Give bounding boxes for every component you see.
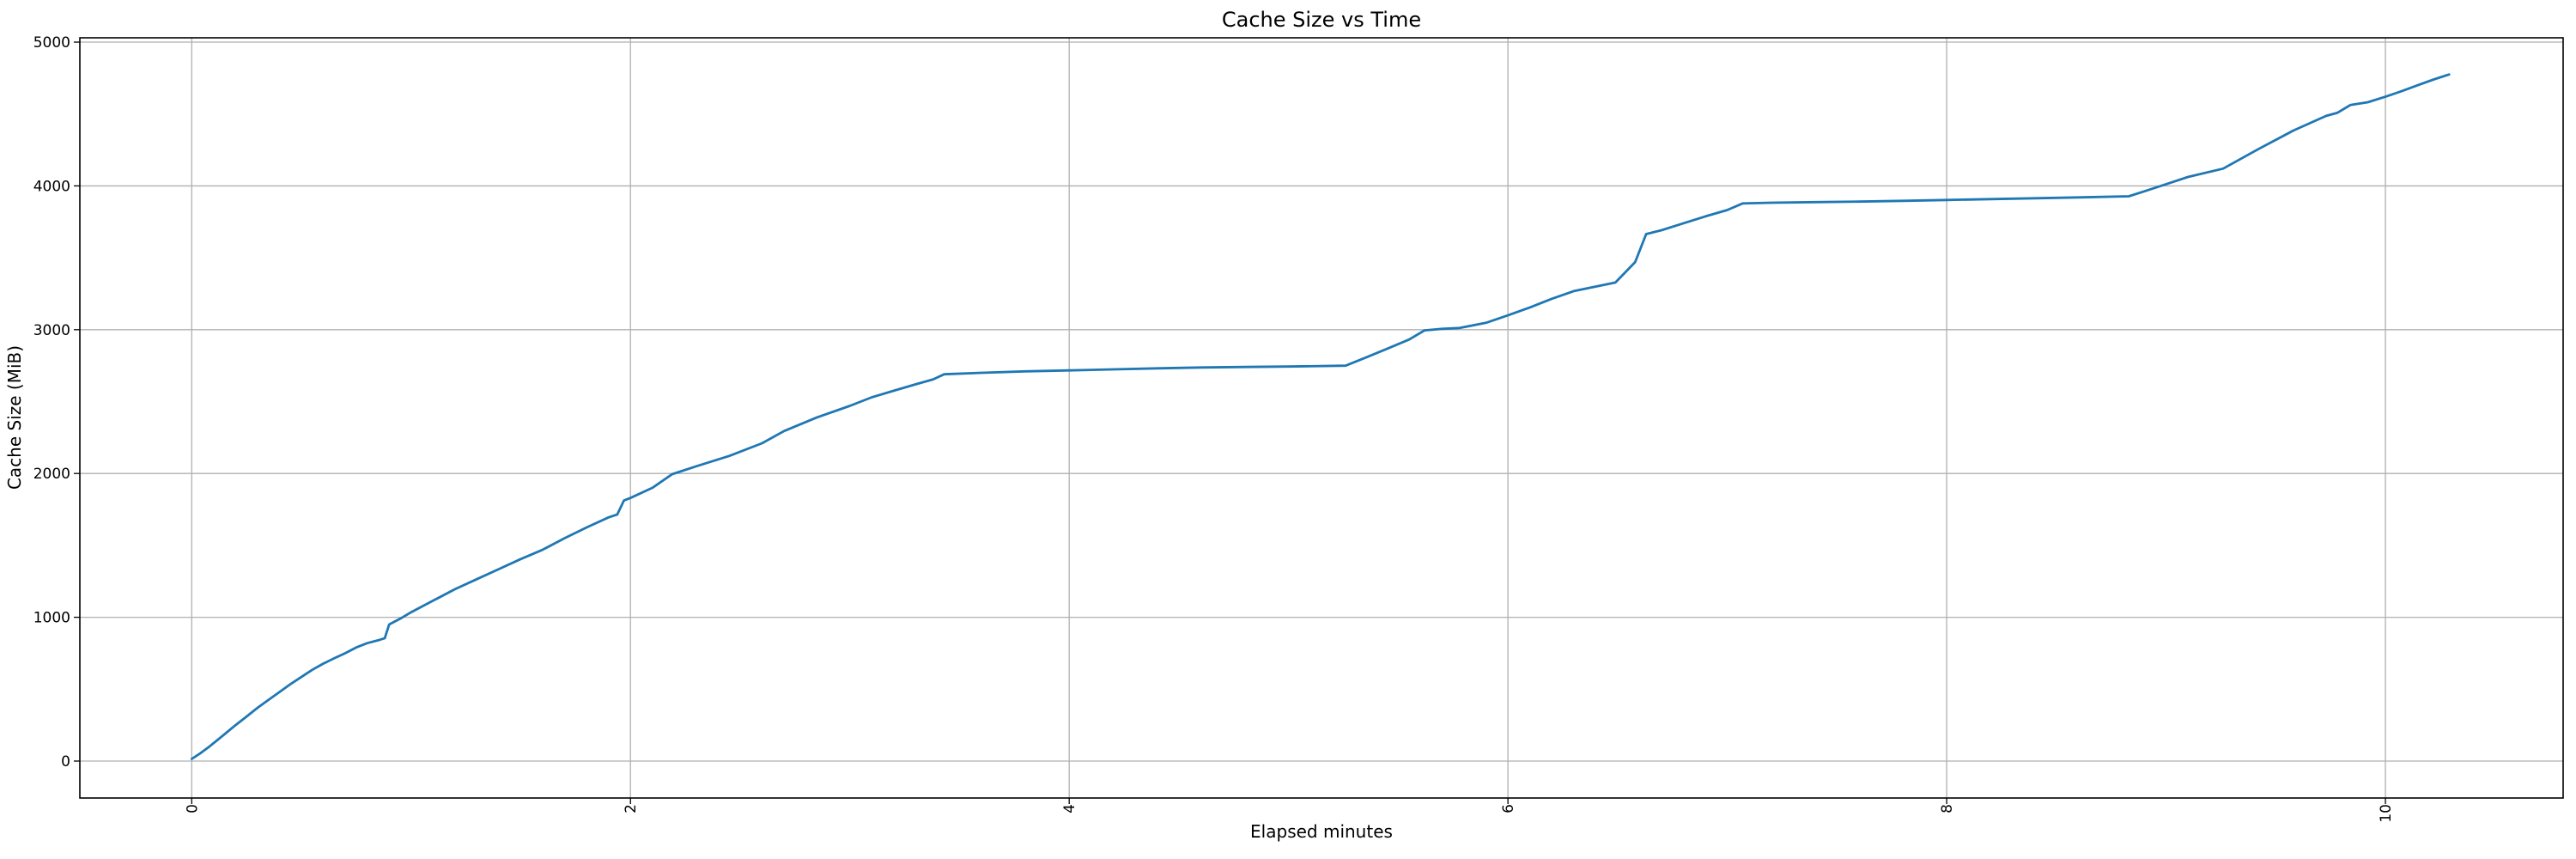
x-tick-label: 10: [2378, 804, 2395, 823]
x-axis-label: Elapsed minutes: [1250, 821, 1393, 842]
data-line-cache_size: [190, 73, 2451, 760]
grid-layer: [80, 38, 2563, 798]
chart-title: Cache Size vs Time: [1222, 8, 1421, 32]
series-layer: [190, 73, 2451, 760]
y-axis-label: Cache Size (MiB): [4, 345, 25, 490]
y-tick-label: 1000: [33, 610, 70, 627]
x-tick-label: 6: [1500, 804, 1517, 813]
x-tick-label: 0: [184, 804, 201, 813]
tick-layer: 0 2 4 6 8 10 0 1000 2000 3000 4000 5000: [33, 34, 2395, 823]
y-tick-label: 4000: [33, 178, 70, 195]
x-tick-label: 8: [1939, 804, 1956, 813]
x-tick-label: 2: [623, 804, 640, 813]
y-tick-label: 0: [61, 753, 70, 771]
plot-border: [79, 37, 2564, 799]
y-tick-label: 2000: [33, 466, 70, 483]
y-tick-label: 5000: [33, 34, 70, 52]
y-tick-label: 3000: [33, 322, 70, 339]
x-tick-label: 4: [1061, 804, 1078, 813]
